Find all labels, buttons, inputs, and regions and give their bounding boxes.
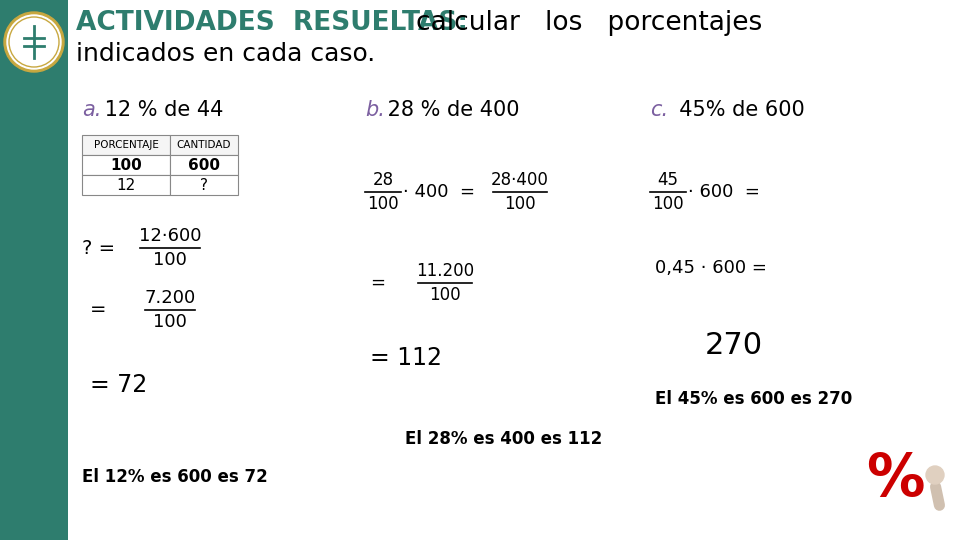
Text: 12 % de 44: 12 % de 44 [98,100,224,120]
Bar [0,0,68,540]
Text: 100: 100 [429,286,461,304]
Text: · 400  =: · 400 = [403,183,475,201]
Text: 0,45 · 600 =: 0,45 · 600 = [655,259,767,277]
Text: 100: 100 [367,195,398,213]
Text: c.: c. [650,100,668,120]
Bar [170,175,238,195]
Circle shape [926,466,944,484]
Text: %: % [866,451,924,508]
FancyArrowPatch shape [936,487,940,505]
Text: 100: 100 [153,251,187,269]
Text: ACTIVIDADES  RESUELTAS:: ACTIVIDADES RESUELTAS: [76,10,468,36]
Circle shape [4,12,64,72]
Text: El 12% es 600 es 72: El 12% es 600 es 72 [82,468,268,486]
Text: 100: 100 [153,313,187,331]
Text: 28 % de 400: 28 % de 400 [381,100,519,120]
Text: indicados en cada caso.: indicados en cada caso. [76,42,375,66]
Text: 12·600: 12·600 [139,227,202,245]
Text: calcular   los   porcentajes: calcular los porcentajes [416,10,762,36]
Text: a.: a. [82,100,102,120]
Text: · 600  =: · 600 = [688,183,760,201]
Text: 7.200: 7.200 [144,289,196,307]
Text: =: = [370,274,385,292]
Text: ?: ? [200,178,208,192]
Text: 270: 270 [705,330,763,360]
Text: 100: 100 [504,195,536,213]
Text: = 112: = 112 [370,346,442,370]
Text: 45: 45 [658,171,679,189]
Text: 100: 100 [110,158,142,172]
Bar [82,155,170,175]
Text: = 72: = 72 [90,373,147,397]
Bar [170,155,238,175]
Bar [82,135,170,155]
Circle shape [7,15,61,69]
Text: ? =: ? = [82,239,115,258]
Text: 28: 28 [372,171,394,189]
Text: CANTIDAD: CANTIDAD [177,140,231,150]
Text: El 45% es 600 es 270: El 45% es 600 es 270 [655,390,852,408]
Bar [82,175,170,195]
Text: 11.200: 11.200 [416,262,474,280]
Text: 28·400: 28·400 [492,171,549,189]
Text: 45% de 600: 45% de 600 [666,100,804,120]
Text: 12: 12 [116,178,135,192]
Text: =: = [90,300,107,320]
Text: b.: b. [365,100,385,120]
Text: El 28% es 400 es 112: El 28% es 400 es 112 [405,430,602,448]
Bar [170,135,238,155]
Text: PORCENTAJE: PORCENTAJE [93,140,158,150]
Text: 100: 100 [652,195,684,213]
Text: 600: 600 [188,158,220,172]
